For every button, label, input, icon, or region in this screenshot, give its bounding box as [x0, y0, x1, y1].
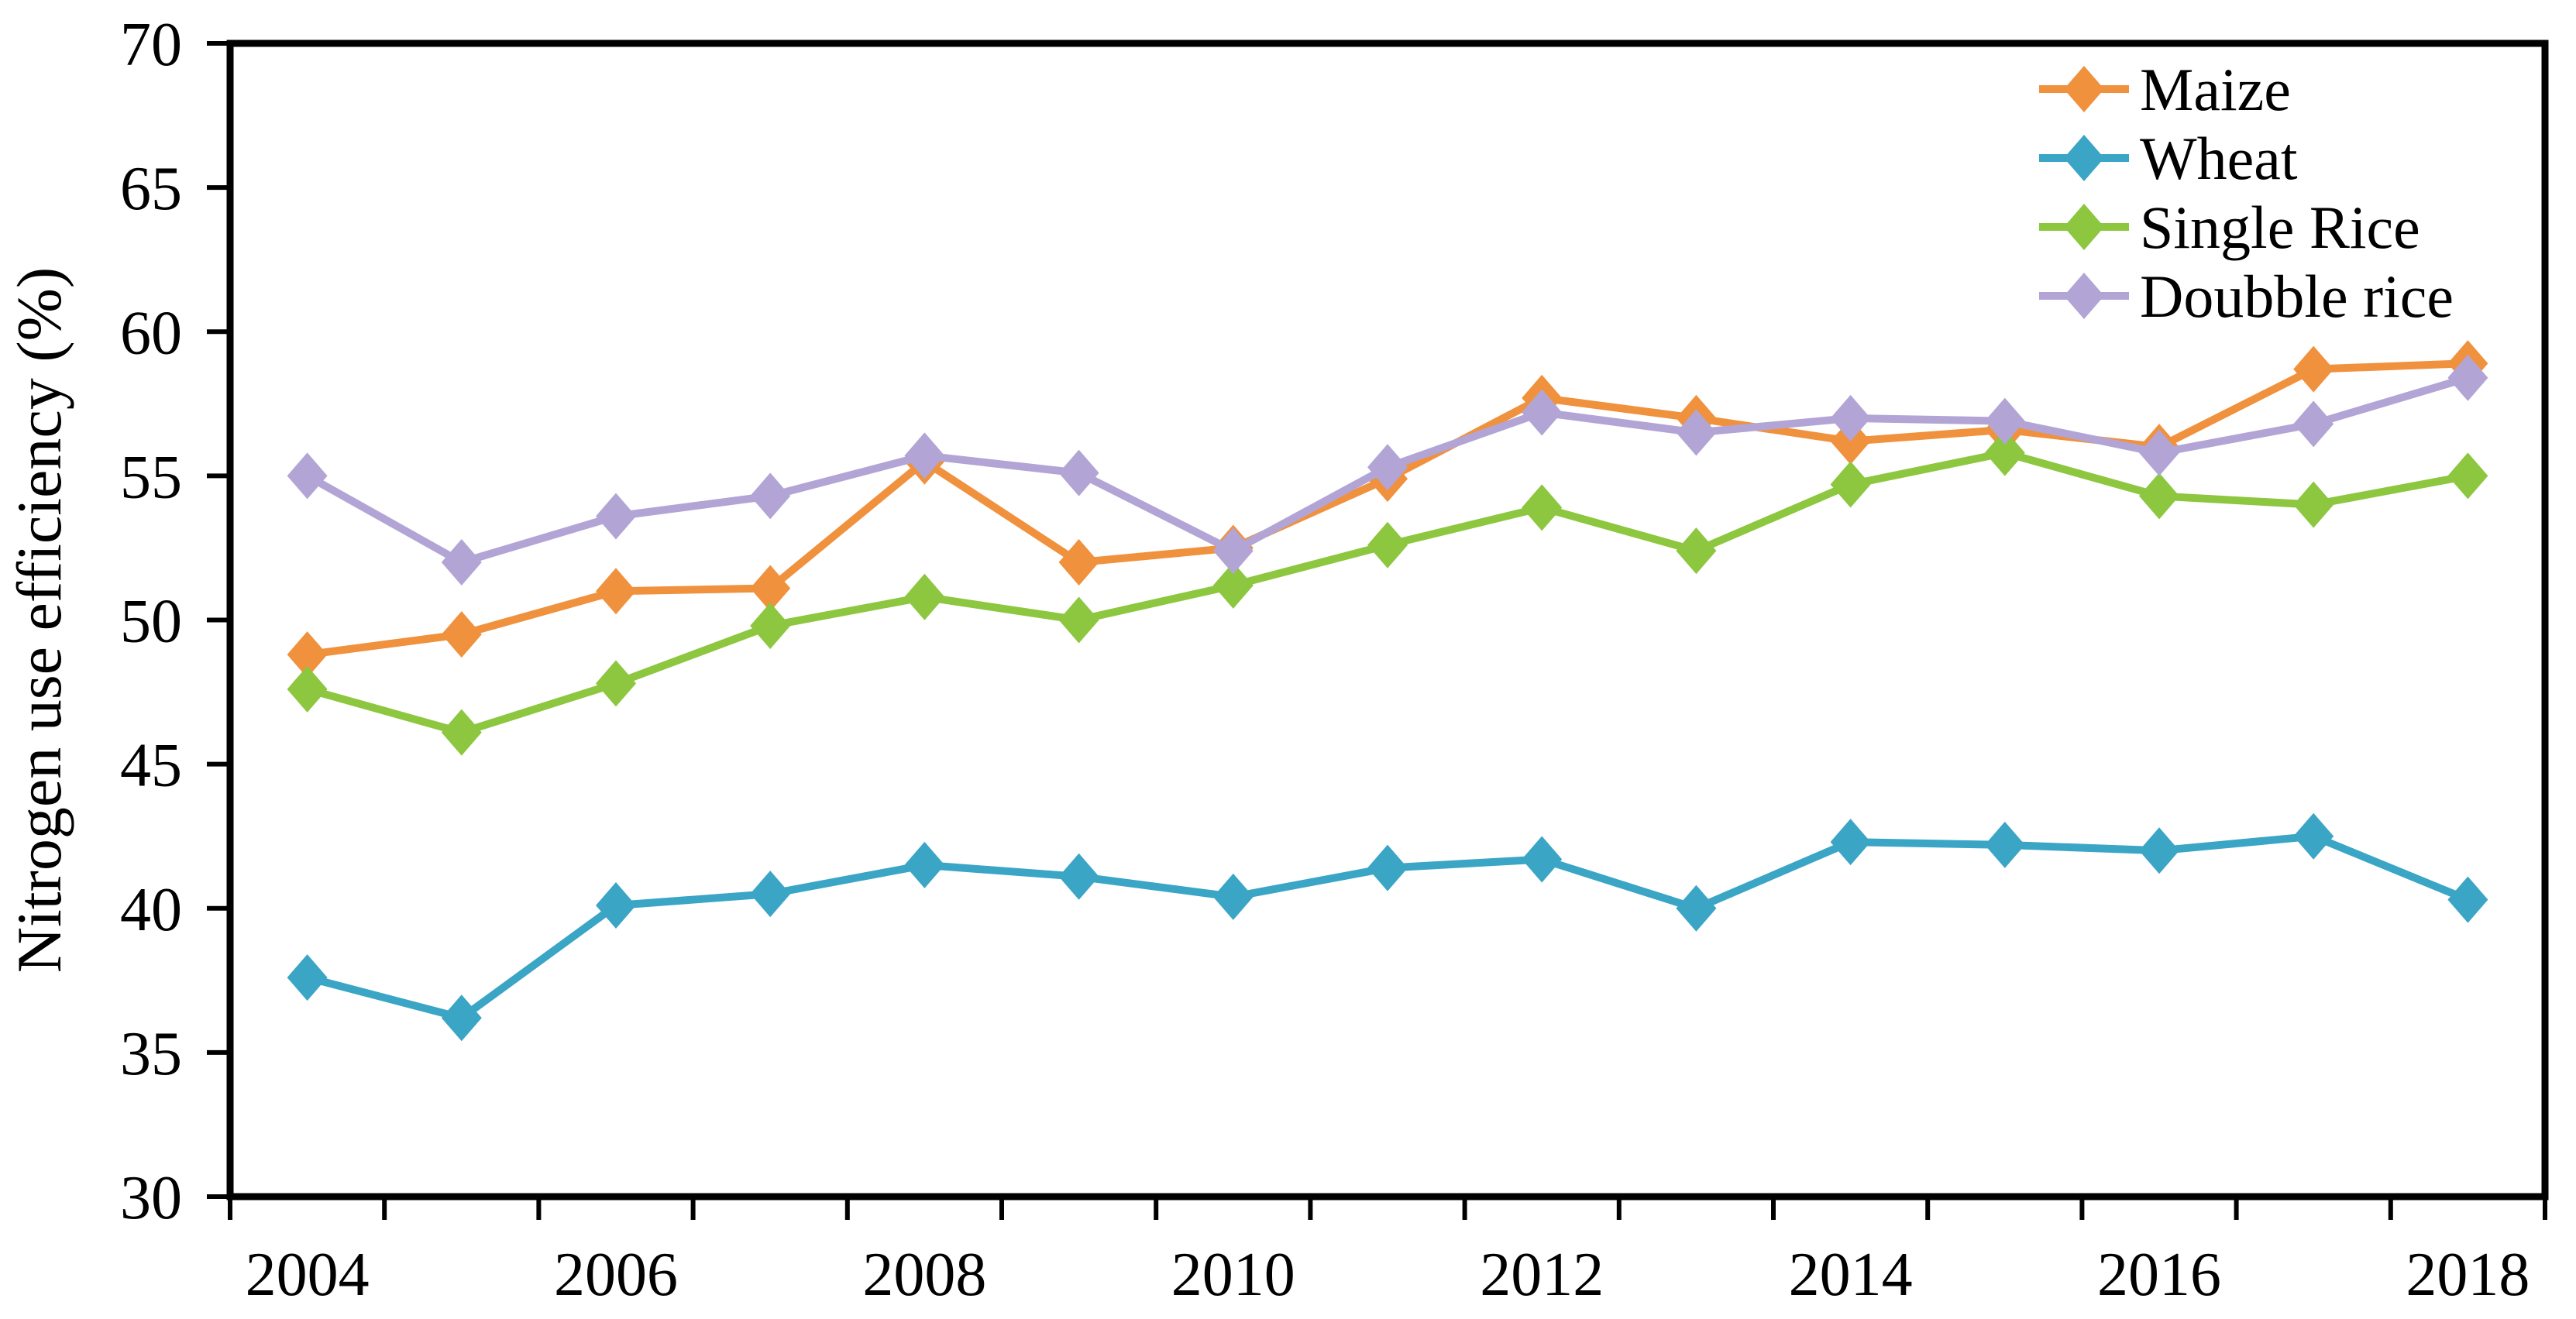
- series-single-rice: [287, 429, 2488, 756]
- x-tick-label: 2018: [2406, 1241, 2530, 1309]
- data-point-marker: [287, 954, 328, 1001]
- data-point-marker: [1676, 409, 1717, 456]
- legend-item-doubble-rice: Doubble rice: [2039, 263, 2454, 330]
- x-tick-label: 2008: [862, 1241, 986, 1309]
- data-point-marker: [2447, 452, 2488, 500]
- legend-label: Doubble rice: [2140, 263, 2454, 330]
- data-point-marker: [1058, 449, 1099, 496]
- data-point-marker: [904, 432, 945, 479]
- data-point-marker: [2293, 812, 2334, 860]
- series-wheat: [287, 812, 2488, 1042]
- data-point-marker: [750, 472, 791, 520]
- y-axis-title: Nitrogen use efficiency (%): [4, 267, 74, 974]
- x-tick-label: 2014: [1789, 1241, 1913, 1309]
- data-point-marker: [2139, 827, 2179, 874]
- x-axis: 2004 2006 2008 2010 2012 2014 2016 2018: [228, 1197, 2547, 1309]
- data-point-marker: [1830, 394, 1871, 441]
- data-point-marker: [750, 871, 791, 918]
- y-tick-label: 60: [120, 299, 182, 367]
- data-point-marker: [1367, 844, 1408, 891]
- data-point-marker: [596, 568, 636, 615]
- data-point-marker: [1984, 821, 2025, 868]
- data-point-marker: [1984, 429, 2025, 476]
- y-tick-label: 30: [120, 1164, 182, 1232]
- data-point-marker: [904, 573, 945, 620]
- y-tick-label: 35: [120, 1020, 182, 1088]
- data-point-marker: [596, 493, 636, 540]
- data-point-marker: [2293, 481, 2334, 528]
- x-tick-label: 2016: [2097, 1241, 2221, 1309]
- data-point-marker: [287, 665, 328, 713]
- data-point-marker: [1676, 527, 1717, 575]
- legend-label: Maize: [2140, 56, 2291, 123]
- legend-item-single-rice: Single Rice: [2039, 194, 2420, 261]
- legend-diamond-icon: [2064, 204, 2104, 250]
- data-point-marker: [750, 602, 791, 649]
- y-tick-label: 70: [120, 11, 182, 79]
- data-point-marker: [1522, 389, 1563, 436]
- data-point-marker: [2139, 429, 2179, 476]
- data-point-marker: [750, 565, 791, 612]
- y-tick-label: 40: [120, 876, 182, 944]
- data-point-marker: [2447, 876, 2488, 923]
- series-doubble-rice: [287, 354, 2488, 586]
- x-tick-label: 2006: [554, 1241, 678, 1309]
- data-point-marker: [2293, 400, 2334, 448]
- data-point-marker: [1367, 521, 1408, 568]
- data-point-marker: [1830, 461, 1871, 508]
- y-tick-label: 55: [120, 443, 182, 511]
- data-point-marker: [441, 709, 482, 756]
- legend-item-wheat: Wheat: [2039, 125, 2298, 192]
- series-line-maize: [303, 359, 2472, 659]
- data-point-marker: [596, 660, 636, 707]
- data-point-marker: [441, 994, 482, 1042]
- y-tick-label: 45: [120, 732, 182, 800]
- data-point-marker: [1830, 819, 1871, 866]
- legend-diamond-icon: [2064, 135, 2104, 181]
- data-point-marker: [287, 631, 328, 678]
- legend-label: Single Rice: [2140, 194, 2420, 261]
- data-point-marker: [441, 539, 482, 586]
- x-tick-label: 2010: [1171, 1241, 1295, 1309]
- data-point-marker: [1058, 596, 1099, 644]
- data-point-marker: [2447, 354, 2488, 401]
- y-tick-label: 50: [120, 588, 182, 656]
- data-point-marker: [2293, 345, 2334, 393]
- data-point-marker: [596, 882, 636, 929]
- legend-label: Wheat: [2140, 125, 2298, 192]
- data-point-marker: [1212, 562, 1254, 609]
- legend-item-maize: Maize: [2039, 56, 2291, 123]
- x-tick-label: 2004: [246, 1241, 370, 1309]
- data-point-marker: [1212, 873, 1254, 920]
- data-point-marker: [1676, 884, 1717, 932]
- data-point-marker: [1984, 397, 2025, 445]
- legend-diamond-icon: [2064, 273, 2104, 319]
- data-point-marker: [1367, 444, 1408, 491]
- x-tick-label: 2012: [1480, 1241, 1604, 1309]
- legend-diamond-icon: [2064, 66, 2104, 112]
- data-point-marker: [904, 841, 945, 888]
- y-tick-label: 65: [120, 155, 182, 223]
- data-point-marker: [1212, 527, 1254, 575]
- data-point-marker: [1058, 539, 1099, 586]
- data-point-marker: [1522, 484, 1563, 531]
- data-point-marker: [287, 452, 328, 500]
- data-point-marker: [441, 611, 482, 658]
- data-point-marker: [2139, 472, 2179, 520]
- y-axis: 30 35 40 45 50 55 60 65 70: [120, 11, 230, 1232]
- data-point-marker: [1058, 853, 1099, 900]
- data-point-marker: [1522, 836, 1563, 883]
